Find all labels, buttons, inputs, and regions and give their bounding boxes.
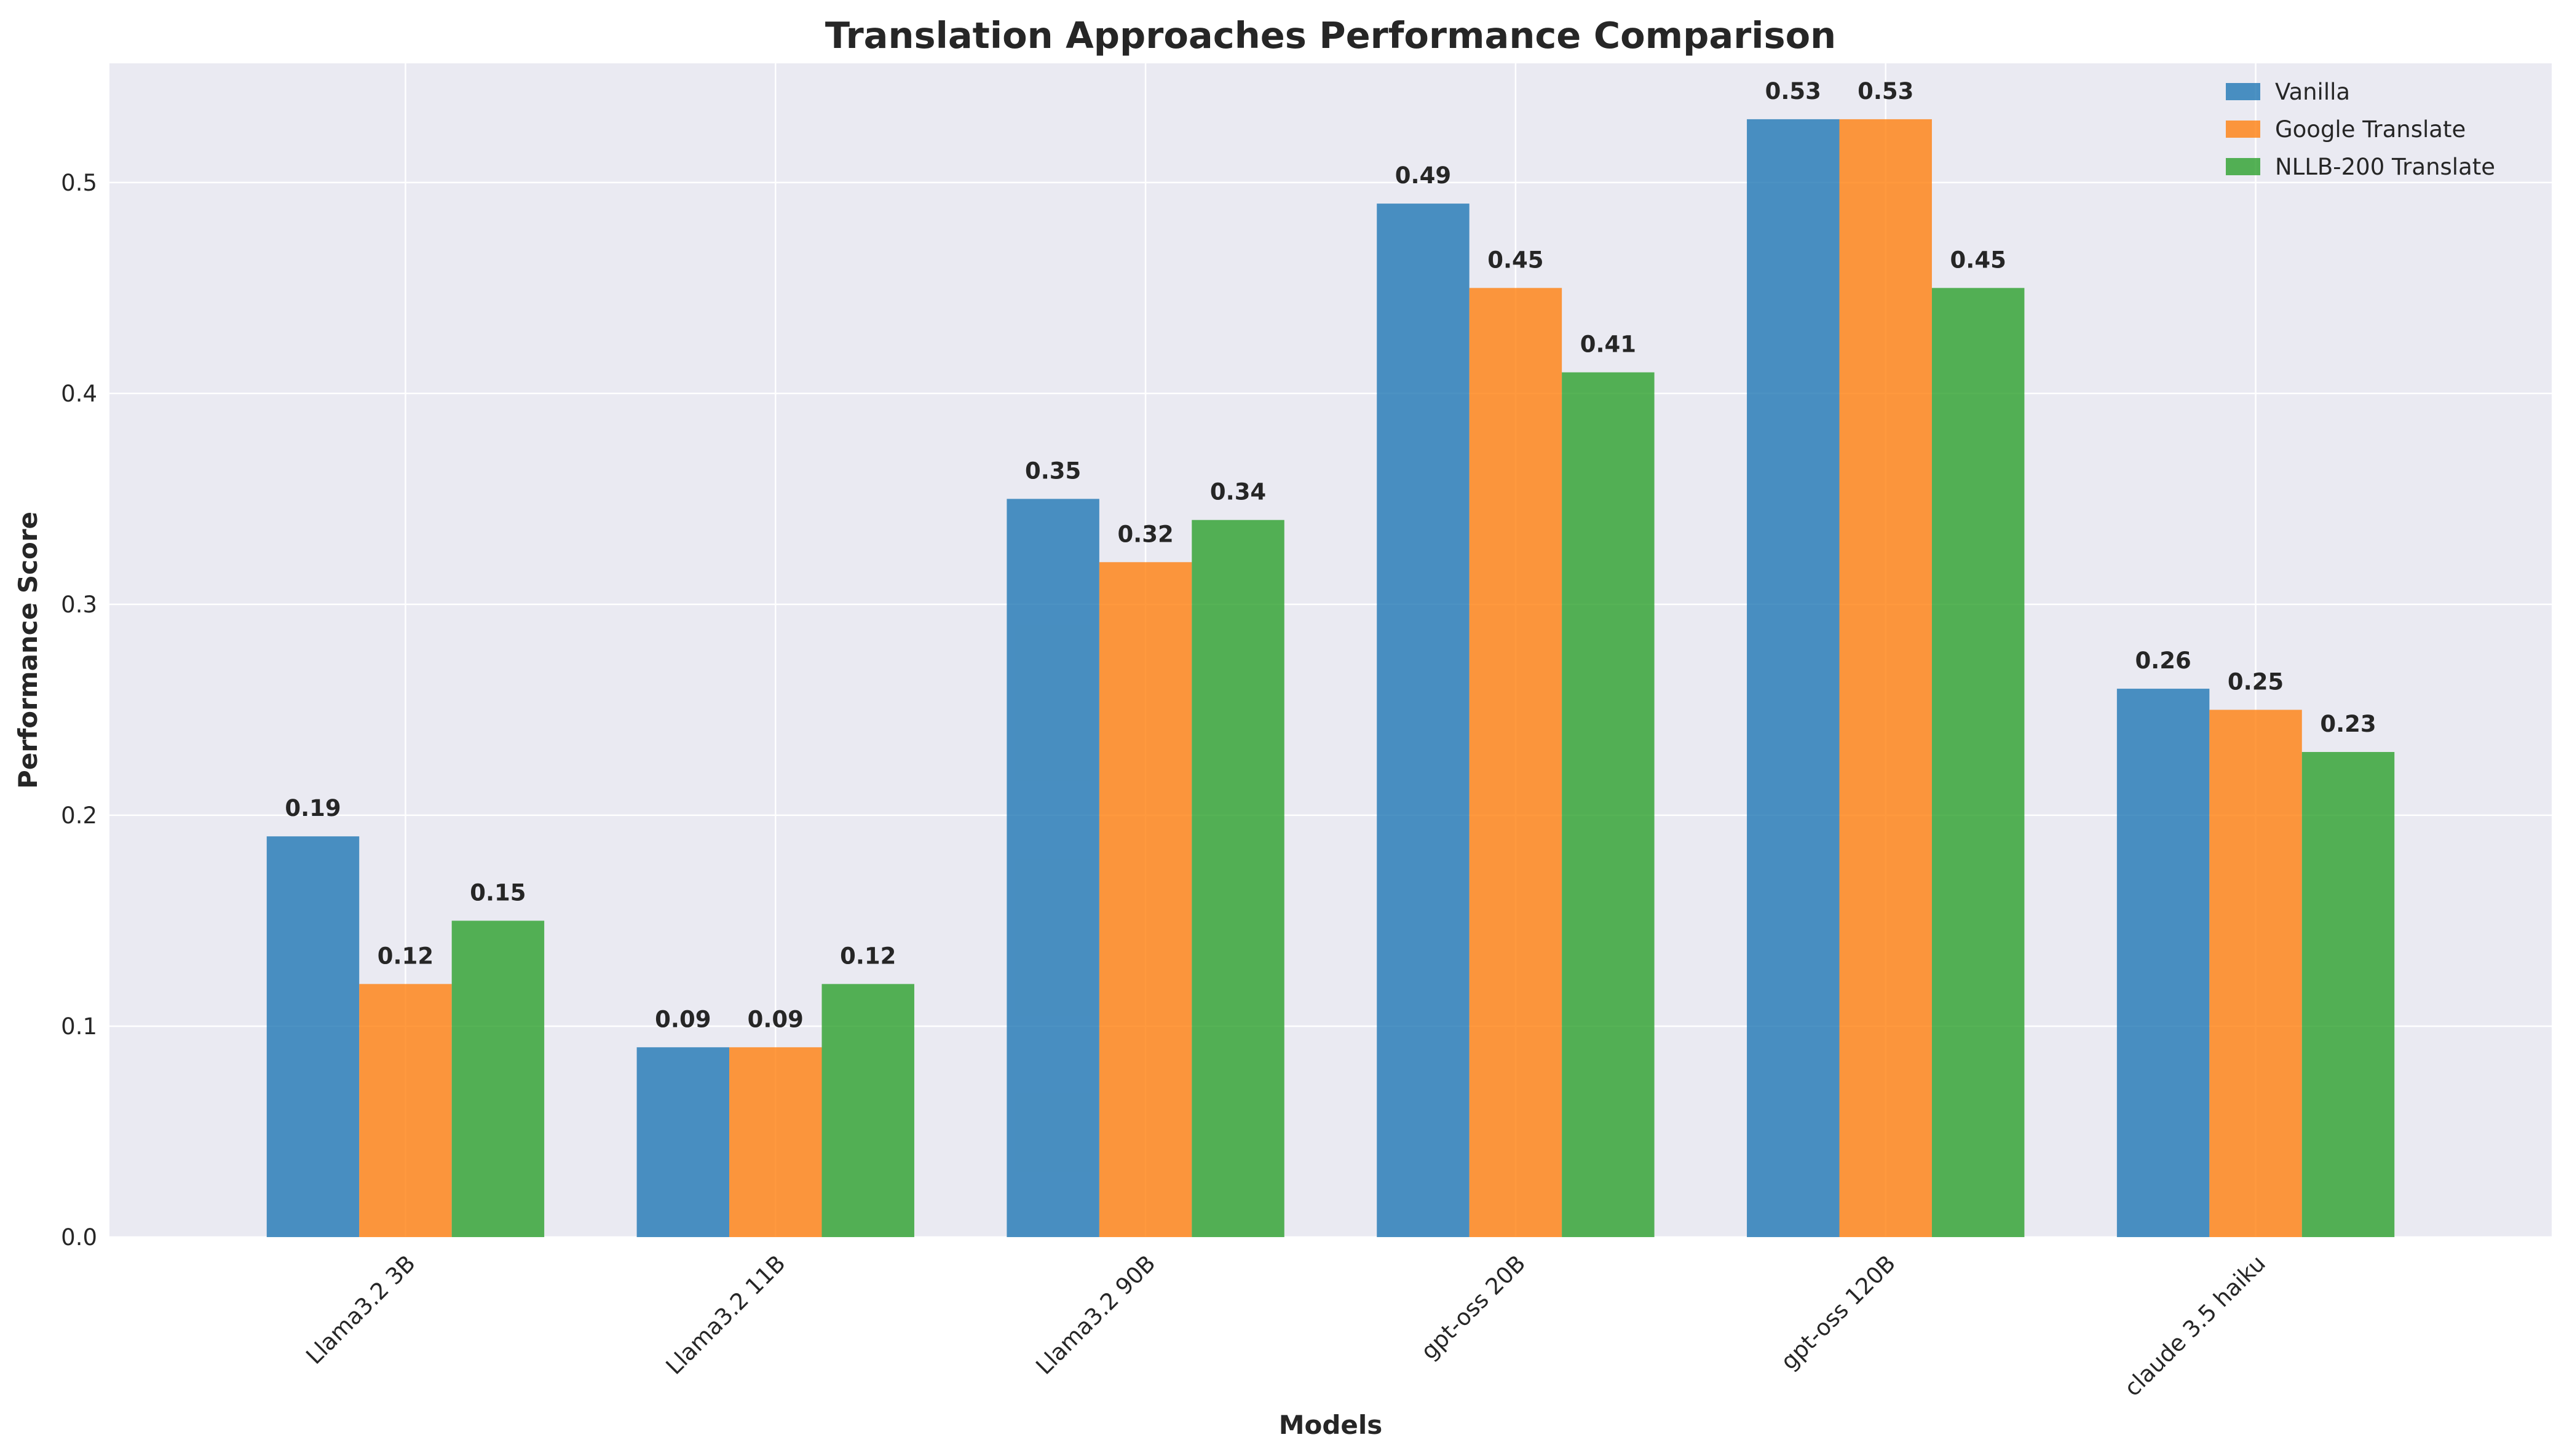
value-label: 0.09 (748, 1006, 804, 1032)
bar-google-translate-0 (359, 984, 452, 1237)
x-tick-label: gpt-oss 120B (1776, 1250, 1901, 1375)
bar-google-translate-2 (1099, 562, 1192, 1237)
value-label: 0.09 (655, 1006, 711, 1032)
y-tick-label: 0.2 (61, 802, 97, 829)
bar-nllb-200-translate-2 (1192, 520, 1284, 1237)
value-label: 0.53 (1765, 78, 1821, 105)
bar-vanilla-0 (266, 836, 360, 1237)
bar-vanilla-4 (1747, 119, 1840, 1237)
y-tick-label: 0.0 (61, 1224, 97, 1251)
value-label: 0.41 (1580, 331, 1636, 358)
bar-vanilla-1 (636, 1047, 730, 1237)
legend-label: Google Translate (2275, 116, 2466, 143)
value-label: 0.12 (840, 943, 896, 969)
value-label: 0.23 (2320, 711, 2376, 737)
bar-google-translate-4 (1839, 119, 1932, 1237)
bar-vanilla-2 (1007, 499, 1099, 1237)
bar-google-translate-1 (729, 1047, 822, 1237)
bar-nllb-200-translate-1 (821, 984, 914, 1237)
bar-google-translate-3 (1469, 288, 1562, 1237)
value-label: 0.35 (1025, 457, 1081, 484)
bars (266, 119, 2395, 1237)
bar-nllb-200-translate-3 (1562, 372, 1655, 1237)
value-label: 0.12 (378, 943, 433, 969)
legend-label: NLLB-200 Translate (2275, 154, 2495, 180)
legend-swatch-2 (2226, 158, 2260, 175)
value-label: 0.45 (1950, 247, 2006, 273)
y-tick-label: 0.3 (61, 592, 97, 618)
value-label: 0.15 (470, 879, 526, 906)
legend-swatch-0 (2226, 83, 2260, 100)
x-tick-label: gpt-oss 20B (1416, 1250, 1531, 1365)
value-labels: 0.19 0.09 0.35 0.49 0.53 0.26 0.12 0.09 0.32 0.45… (285, 78, 2376, 1032)
y-tick-label: 0.4 (61, 381, 97, 407)
x-tick-label: claude 3.5 haiku (2119, 1250, 2270, 1401)
y-tick-label: 0.1 (61, 1013, 97, 1040)
value-label: 0.19 (285, 795, 341, 821)
value-label: 0.25 (2228, 668, 2284, 695)
chart-title: Translation Approaches Performance Compa… (825, 14, 1836, 57)
bar-vanilla-5 (2116, 689, 2210, 1237)
bar-nllb-200-translate-4 (1931, 288, 2025, 1237)
legend-swatch-1 (2226, 121, 2260, 138)
legend: Vanilla Google Translate NLLB-200 Translat… (2226, 79, 2495, 180)
value-label: 0.49 (1395, 162, 1451, 189)
value-label: 0.26 (2135, 647, 2191, 674)
bar-nllb-200-translate-0 (451, 920, 545, 1237)
x-tick-label: Llama3.2 11B (661, 1250, 791, 1380)
value-label: 0.34 (1210, 479, 1266, 505)
x-axis-ticks: Llama3.2 3B Llama3.2 11B Llama3.2 90B gpt-o… (301, 1250, 2270, 1401)
y-axis-ticks: 0.0 0.1 0.2 0.3 0.4 0.5 (61, 170, 97, 1251)
x-tick-label: Llama3.2 3B (301, 1250, 420, 1369)
x-axis-label: Models (1279, 1410, 1383, 1440)
y-tick-label: 0.5 (61, 170, 97, 196)
value-label: 0.45 (1487, 247, 1543, 273)
legend-label: Vanilla (2275, 79, 2350, 105)
value-label: 0.53 (1858, 78, 1913, 105)
value-label: 0.32 (1117, 521, 1173, 547)
bar-google-translate-5 (2209, 710, 2302, 1237)
bar-vanilla-3 (1377, 204, 1470, 1237)
bar-nllb-200-translate-5 (2301, 752, 2395, 1237)
x-tick-label: Llama3.2 90B (1031, 1250, 1160, 1380)
y-axis-label: Performance Score (13, 512, 43, 789)
